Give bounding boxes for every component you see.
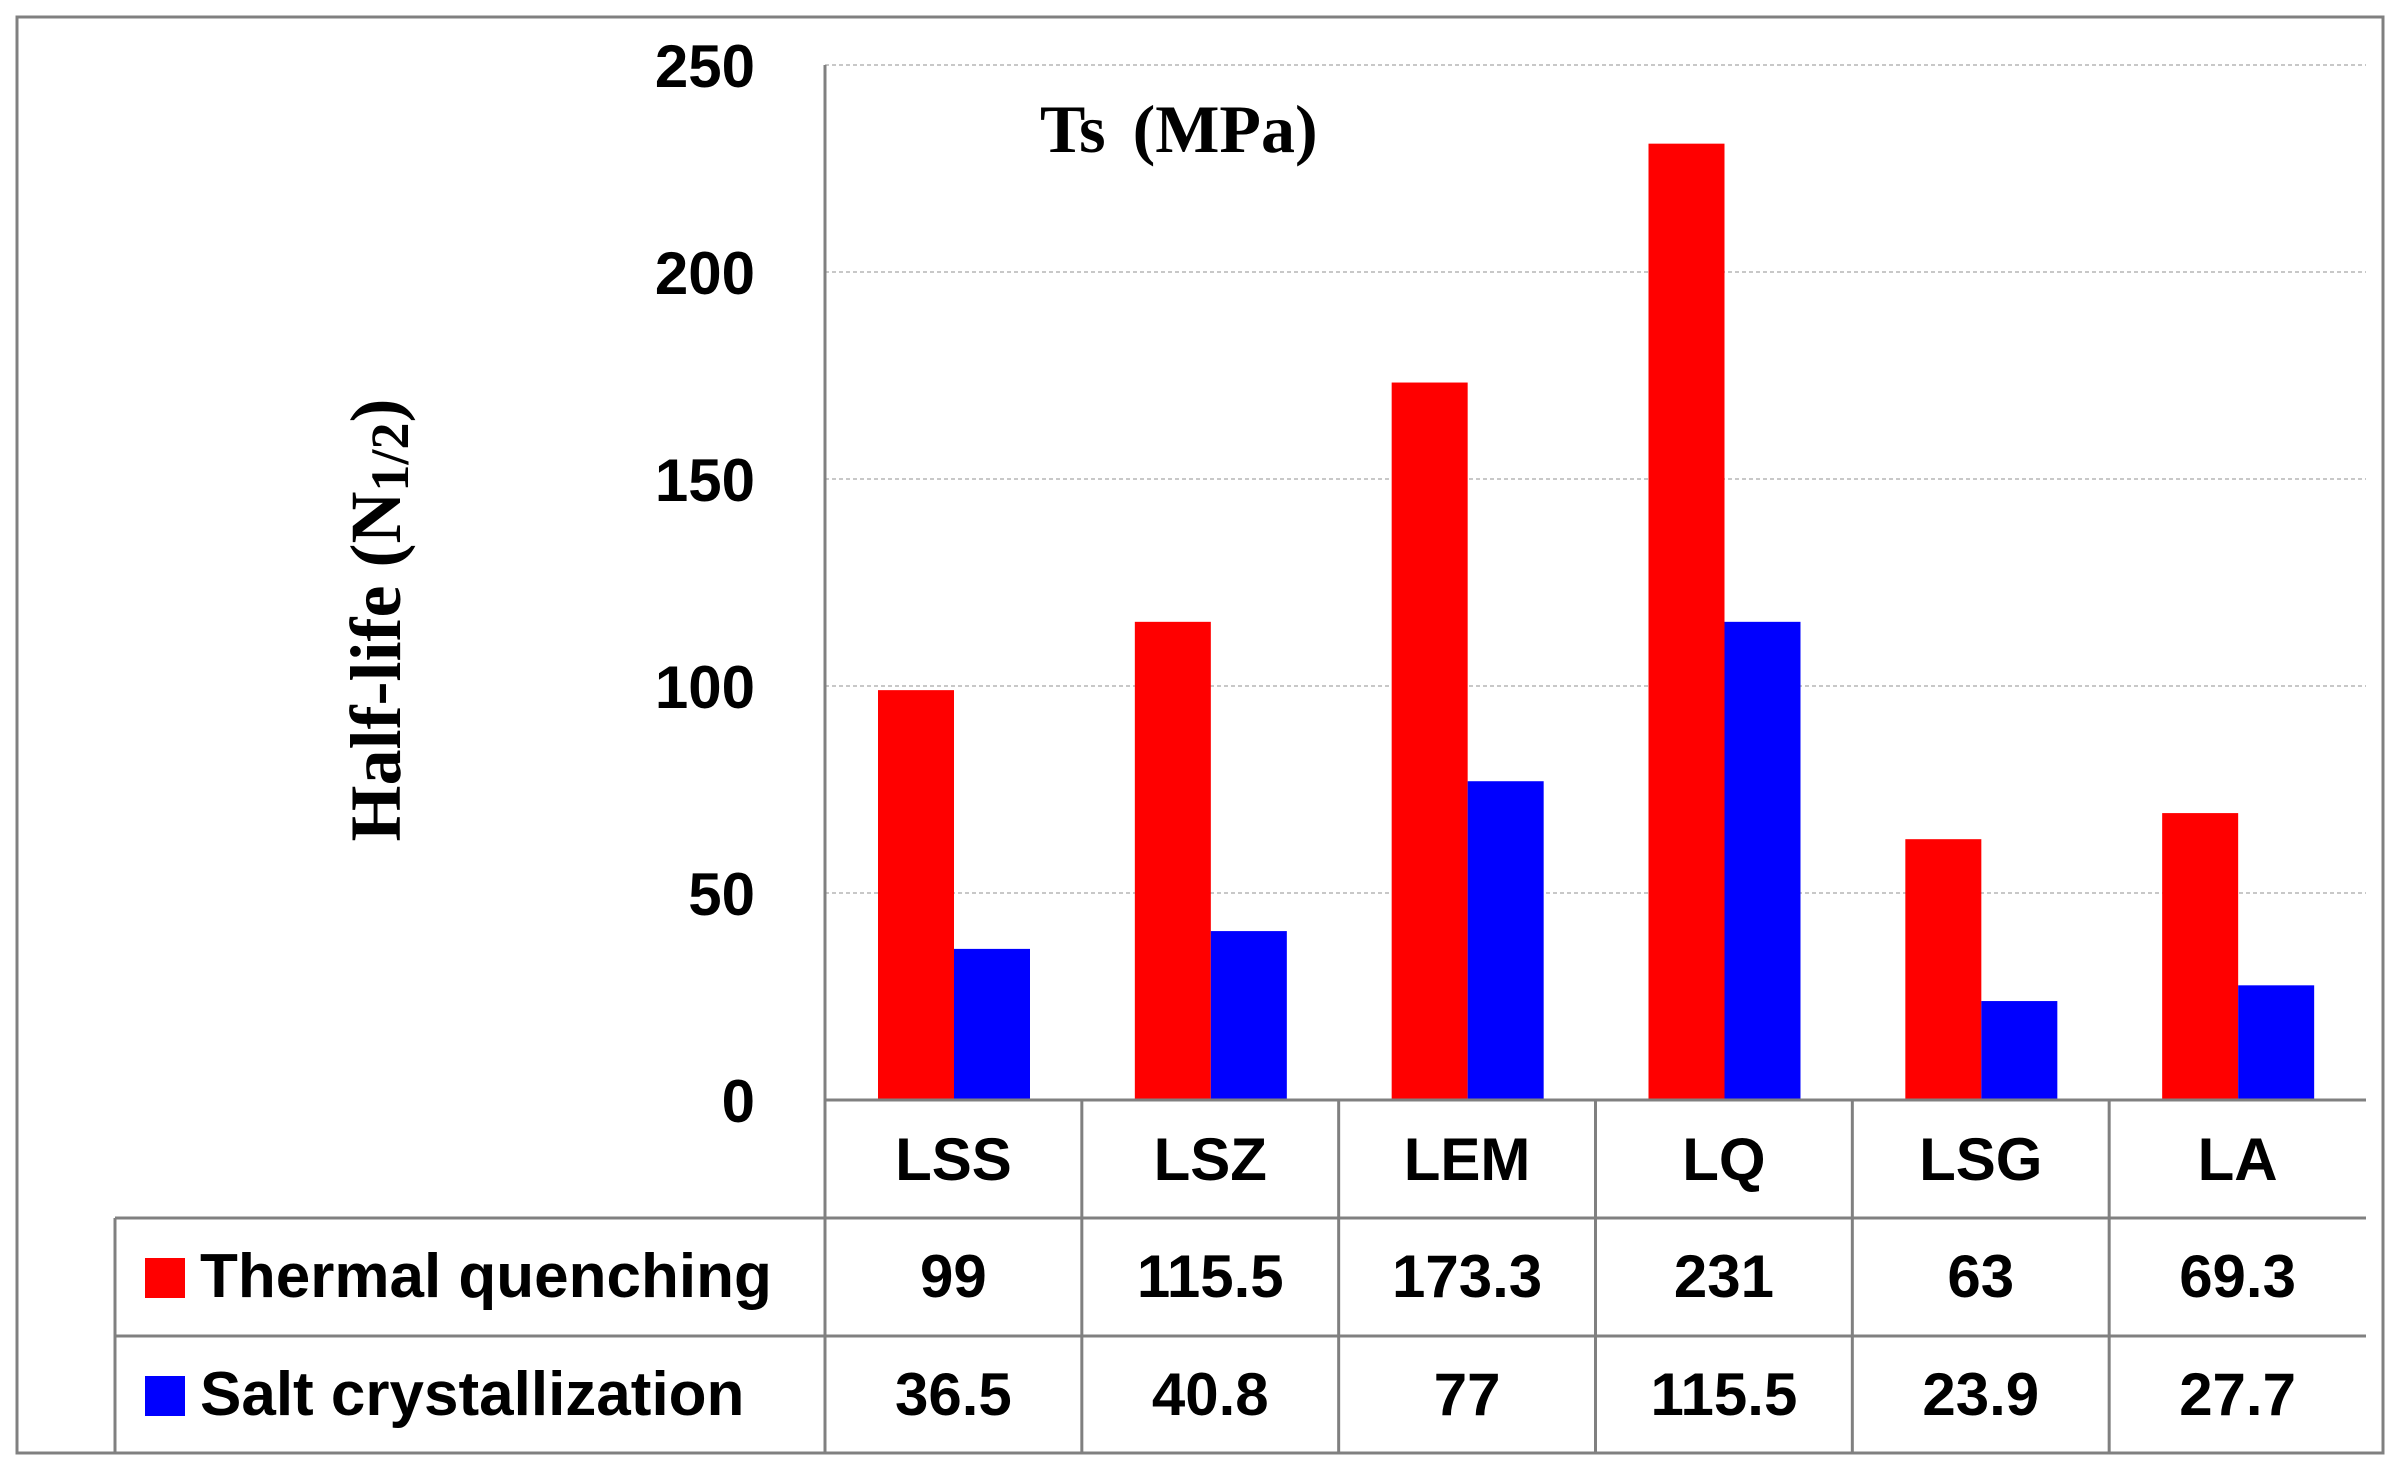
bar-salt-lem (1467, 781, 1544, 1100)
table-cell-thermal-la: 69.3 (2179, 1243, 2296, 1310)
y-tick-label: 250 (655, 33, 755, 100)
table-cell-thermal-lss: 99 (920, 1243, 987, 1310)
table-cell-salt-lss: 36.5 (895, 1361, 1012, 1428)
table-cell-salt-lq: 115.5 (1650, 1361, 1797, 1428)
legend-key-salt-crystallization (145, 1376, 185, 1416)
bar-salt-lss (954, 948, 1030, 1100)
x-tick-label-la: LA (2198, 1126, 2278, 1193)
y-tick-label: 200 (655, 240, 755, 307)
y-tick-label: 50 (688, 861, 755, 928)
chart-title-unit: (MPa) (1133, 91, 1318, 167)
bar-salt-lq (1724, 621, 1801, 1100)
bar-thermal-lss (878, 690, 954, 1100)
legend-label-thermal-quenching: Thermal quenching (200, 1242, 772, 1311)
table-cell-thermal-lsg: 63 (1947, 1243, 2014, 1310)
data-table: LSS LSZ LEM LQ LSG LA Thermal quenching 99 115.5… (113, 1098, 2366, 1453)
y-axis-label-main: Half-life (N (336, 492, 416, 842)
x-tick-label-lq: LQ (1682, 1126, 1765, 1193)
x-tick-label-lsz: LSZ (1154, 1126, 1267, 1193)
table-cell-salt-lsg: 23.9 (1922, 1361, 2039, 1428)
y-tick-label: 0 (722, 1068, 755, 1135)
bar-thermal-lq (1648, 143, 1725, 1100)
legend-key-thermal-quenching (145, 1258, 185, 1298)
gridlines (825, 64, 2366, 894)
bar-thermal-lsg (1905, 839, 1982, 1100)
bar-salt-lsg (1981, 1001, 2058, 1100)
table-cell-salt-lem: 77 (1434, 1361, 1501, 1428)
chart-title-main: Ts (1040, 91, 1106, 167)
y-axis-label-close: ) (336, 399, 416, 423)
y-tick-label: 100 (655, 654, 755, 721)
bar-thermal-lem (1391, 382, 1468, 1101)
table-cell-thermal-lsz: 115.5 (1137, 1243, 1284, 1310)
bar-thermal-lsz (1134, 621, 1211, 1100)
bar-thermal-la (2162, 813, 2239, 1100)
x-tick-label-lem: LEM (1404, 1126, 1531, 1193)
bar-salt-lsz (1210, 931, 1287, 1100)
table-cell-thermal-lem: 173.3 (1392, 1243, 1542, 1310)
table-cell-thermal-lq: 231 (1674, 1243, 1774, 1310)
bar-salt-la (2238, 985, 2315, 1100)
x-tick-label-lsg: LSG (1919, 1126, 2042, 1193)
chart-title: Ts (MPa) (1040, 91, 1318, 167)
bars (878, 143, 2315, 1101)
legend-label-salt-crystallization: Salt crystallization (200, 1360, 744, 1429)
table-cell-salt-la: 27.7 (2179, 1361, 2296, 1428)
y-axis-label: Half-life (N1/2) (336, 399, 420, 842)
y-axis-label-sub: 1/2 (360, 423, 420, 492)
y-tick-labels: 0 50 100 150 200 250 (655, 33, 755, 1135)
table-cell-salt-lsz: 40.8 (1152, 1361, 1269, 1428)
y-tick-label: 150 (655, 447, 755, 514)
x-tick-label-lss: LSS (895, 1126, 1012, 1193)
